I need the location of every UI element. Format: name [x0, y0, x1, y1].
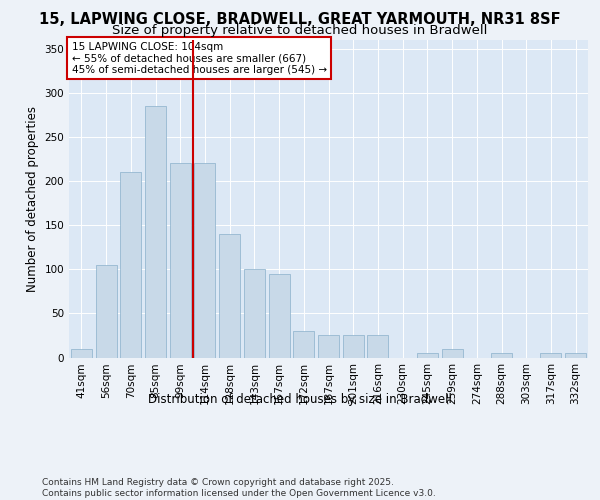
Bar — [565, 353, 586, 358]
Bar — [145, 106, 166, 358]
Text: Distribution of detached houses by size in Bradwell: Distribution of detached houses by size … — [148, 392, 452, 406]
Bar — [541, 353, 562, 358]
Bar — [367, 336, 388, 357]
Bar — [194, 164, 215, 358]
Text: Size of property relative to detached houses in Bradwell: Size of property relative to detached ho… — [112, 24, 488, 37]
Bar — [170, 164, 191, 358]
Bar — [343, 336, 364, 357]
Bar — [318, 336, 339, 357]
Bar — [293, 331, 314, 357]
Text: 15, LAPWING CLOSE, BRADWELL, GREAT YARMOUTH, NR31 8SF: 15, LAPWING CLOSE, BRADWELL, GREAT YARMO… — [39, 12, 561, 28]
Bar — [491, 353, 512, 358]
Bar — [417, 353, 438, 358]
Text: Contains HM Land Registry data © Crown copyright and database right 2025.
Contai: Contains HM Land Registry data © Crown c… — [42, 478, 436, 498]
Bar — [442, 348, 463, 358]
Bar — [269, 274, 290, 357]
Bar — [95, 265, 116, 358]
Y-axis label: Number of detached properties: Number of detached properties — [26, 106, 39, 292]
Bar — [120, 172, 141, 358]
Bar — [219, 234, 240, 358]
Bar — [244, 270, 265, 358]
Bar — [71, 348, 92, 358]
Text: 15 LAPWING CLOSE: 104sqm
← 55% of detached houses are smaller (667)
45% of semi-: 15 LAPWING CLOSE: 104sqm ← 55% of detach… — [71, 42, 327, 75]
